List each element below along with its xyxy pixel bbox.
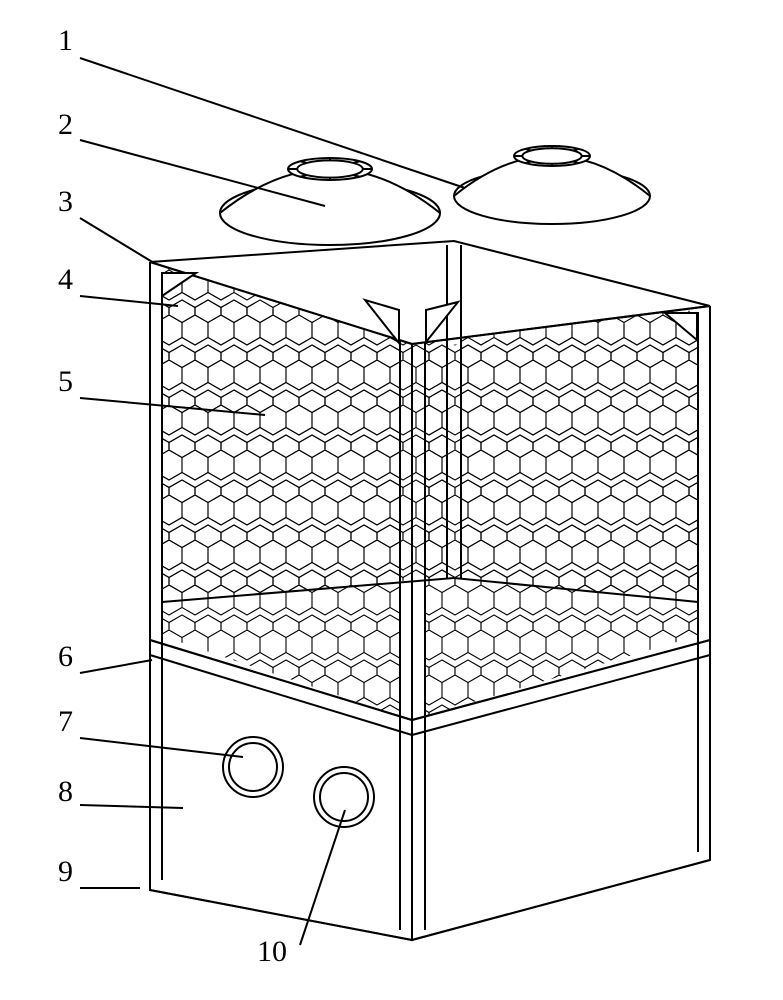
callout-label-5: 5	[58, 365, 73, 399]
vent-back	[454, 146, 650, 224]
callout-label-8: 8	[58, 775, 73, 809]
callout-label-2: 2	[58, 108, 73, 142]
callout-label-9: 9	[58, 855, 73, 889]
callout-label-4: 4	[58, 263, 73, 297]
callout-label-10: 10	[257, 935, 287, 969]
callout-label-6: 6	[58, 640, 73, 674]
callout-label-3: 3	[58, 185, 73, 219]
diagram-canvas	[0, 0, 783, 1000]
callout-label-7: 7	[58, 705, 73, 739]
callout-label-1: 1	[58, 24, 73, 58]
vent-front	[220, 158, 440, 245]
